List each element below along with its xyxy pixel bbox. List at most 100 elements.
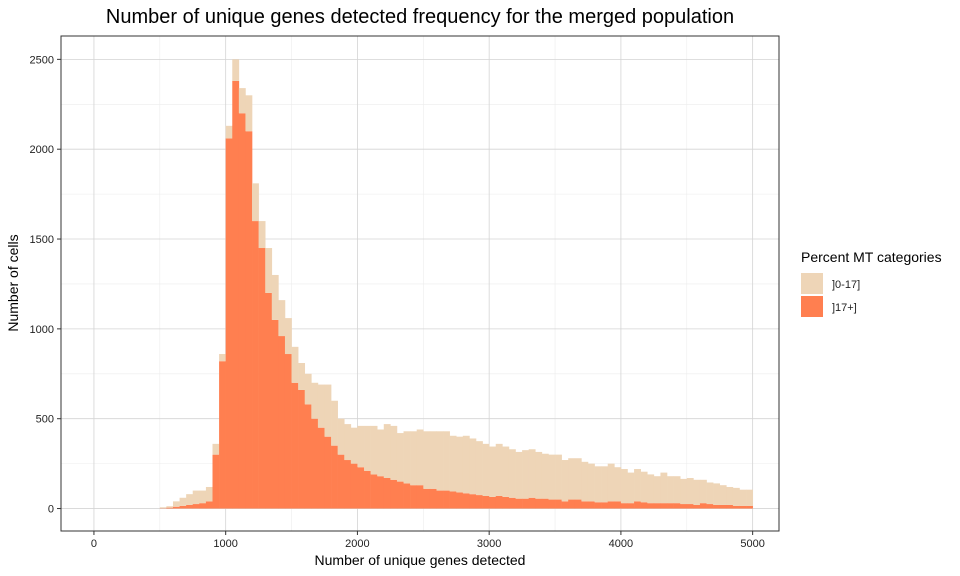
bar-17-plus: [396, 481, 404, 509]
bar-17-plus: [192, 504, 200, 509]
bar-0-17: [416, 429, 424, 486]
legend: Percent MT categories ]0-17] ]17+]: [801, 249, 942, 317]
x-tick-label: 0: [91, 538, 97, 550]
bar-17-plus: [673, 503, 681, 509]
bar-17-plus: [587, 501, 595, 509]
bar-0-17: [489, 446, 497, 497]
bar-0-17: [304, 373, 312, 405]
bar-17-plus: [475, 495, 483, 509]
bar-0-17: [172, 501, 180, 507]
bar-0-17: [403, 431, 411, 484]
bar-0-17: [680, 478, 688, 505]
bar-0-17: [192, 490, 200, 505]
bar-0-17: [726, 486, 734, 505]
bar-17-plus: [515, 498, 523, 509]
bar-17-plus: [713, 504, 721, 509]
bar-17-plus: [186, 504, 194, 509]
bar-17-plus: [199, 503, 207, 509]
bar-17-plus: [271, 319, 279, 509]
bar-0-17: [390, 425, 398, 480]
bar-17-plus: [489, 496, 497, 509]
bar-0-17: [746, 489, 753, 506]
bar-17-plus: [726, 504, 734, 509]
bar-17-plus: [640, 502, 648, 509]
bar-17-plus: [746, 505, 753, 509]
bar-17-plus: [317, 427, 325, 509]
bar-0-17: [699, 479, 707, 504]
bar-0-17: [581, 461, 589, 502]
bar-0-17: [541, 453, 549, 499]
bar-0-17: [469, 438, 477, 495]
bar-17-plus: [574, 499, 582, 509]
bar-17-plus: [238, 113, 246, 509]
x-tick-label: 1000: [213, 538, 237, 550]
bar-0-17: [739, 489, 747, 506]
bar-0-17: [561, 460, 569, 502]
bar-0-17: [713, 483, 721, 505]
bar-17-plus: [634, 501, 641, 509]
y-tick-label: 0: [48, 504, 54, 516]
bar-17-plus: [410, 485, 418, 509]
bar-17-plus: [462, 493, 470, 509]
bar-17-plus: [265, 292, 273, 509]
bar-17-plus: [686, 504, 694, 509]
bar-17-plus: [568, 499, 576, 509]
bar-17-plus: [172, 506, 180, 509]
bar-0-17: [278, 300, 286, 337]
bar-17-plus: [739, 505, 747, 509]
bar-0-17: [364, 425, 371, 471]
x-tick-label: 5000: [740, 538, 764, 550]
bar-0-17: [660, 472, 668, 504]
bar-0-17: [212, 443, 220, 455]
bar-0-17: [508, 449, 516, 498]
bar-17-plus: [304, 404, 312, 509]
bar-17-plus: [449, 491, 457, 509]
bar-17-plus: [179, 505, 187, 509]
bar-0-17: [179, 497, 187, 506]
bar-0-17: [614, 467, 622, 502]
bar-17-plus: [212, 454, 220, 509]
bar-0-17: [732, 487, 740, 506]
bar-17-plus: [456, 492, 464, 509]
y-axis-title: Number of cells: [5, 234, 21, 331]
bar-0-17: [456, 436, 464, 493]
bar-17-plus: [594, 502, 602, 509]
bar-0-17: [568, 458, 576, 500]
bar-17-plus: [732, 505, 740, 509]
bar-0-17: [238, 88, 246, 114]
bar-0-17: [317, 384, 325, 428]
chart-title: Number of unique genes detected frequenc…: [106, 6, 734, 28]
bar-17-plus: [601, 502, 609, 509]
bar-0-17: [667, 476, 674, 504]
bar-17-plus: [205, 501, 213, 509]
bar-0-17: [370, 425, 378, 475]
bar-0-17: [291, 346, 299, 383]
histogram-bars: [159, 59, 753, 509]
bar-17-plus: [298, 389, 306, 509]
bar-0-17: [587, 463, 595, 502]
bar-0-17: [219, 354, 226, 362]
bar-17-plus: [528, 497, 536, 509]
bar-0-17: [502, 446, 510, 497]
bar-17-plus: [620, 503, 628, 509]
bar-0-17: [528, 449, 536, 498]
x-axis: 0 1000 2000 3000 4000 5000: [91, 531, 765, 550]
bar-0-17: [245, 95, 253, 132]
bar-17-plus: [541, 498, 549, 509]
bar-0-17: [686, 477, 694, 505]
legend-swatch-17-plus: [801, 296, 823, 317]
bar-0-17: [258, 221, 266, 249]
bar-17-plus: [390, 479, 398, 509]
bar-17-plus: [660, 503, 668, 509]
bar-0-17: [311, 382, 319, 419]
bar-0-17: [396, 433, 404, 482]
major-gridlines: [61, 36, 779, 531]
bar-17-plus: [357, 467, 365, 509]
legend-label-17-plus: ]17+]: [832, 302, 857, 314]
bar-0-17: [594, 466, 602, 503]
bar-17-plus: [699, 503, 707, 509]
y-tick-label: 1000: [30, 324, 54, 336]
bar-0-17: [627, 472, 635, 504]
bar-17-plus: [719, 504, 727, 509]
